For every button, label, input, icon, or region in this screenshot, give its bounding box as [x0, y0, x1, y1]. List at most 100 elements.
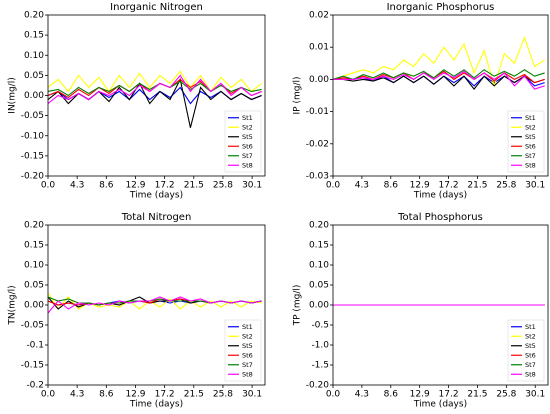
y-tick-label: 0.05: [309, 281, 329, 291]
series-line: [47, 70, 262, 93]
y-tick-label: -1.0: [311, 341, 329, 351]
y-tick-label: -0.15: [21, 361, 44, 371]
x-tick-label: 25.8: [496, 390, 516, 400]
legend-label: St2: [525, 123, 536, 131]
y-tick-label: 0.20: [24, 11, 44, 21]
x-tick-label: 21.5: [184, 181, 204, 191]
y-tick-label: -0.1: [26, 341, 44, 351]
legend-label: St1: [525, 323, 536, 331]
y-tick-label: 0.00: [309, 301, 329, 311]
y-tick-label: 0.10: [309, 261, 329, 271]
chart-title: Inorganic Nitrogen: [110, 2, 203, 13]
chart-title: Total Phosphorus: [397, 212, 483, 223]
x-tick-label: 0.0: [326, 390, 341, 400]
x-tick-label: 12.9: [125, 181, 145, 191]
y-tick-label: 0.00: [24, 91, 44, 101]
chart-title: Total Nitrogen: [121, 212, 192, 223]
x-tick-label: 25.8: [496, 181, 516, 191]
legend-label: St2: [242, 123, 253, 131]
y-tick-label: -0.20: [306, 381, 330, 391]
x-tick-label: 4.3: [355, 390, 369, 400]
series-line: [332, 35, 545, 88]
y-tick-label: 0.00: [309, 75, 329, 85]
y-tick-label: 0.00: [24, 301, 44, 311]
x-tick-label: 12.9: [410, 390, 430, 400]
legend-label: St2: [242, 332, 253, 340]
y-tick-label: 0.10: [24, 261, 44, 271]
y-tick-label: -0.05: [21, 111, 44, 121]
legend-label: St2: [525, 332, 536, 340]
y-tick-label: -0.05: [21, 321, 44, 331]
x-tick-label: 8.6: [99, 390, 114, 400]
legend-label: St1: [525, 114, 536, 122]
y-tick-label: 0.02: [309, 11, 329, 21]
x-tick-label: 21.5: [467, 390, 487, 400]
x-tick-label: 21.5: [184, 390, 204, 400]
legend-label: St7: [242, 361, 253, 369]
x-tick-label: 8.6: [384, 390, 399, 400]
legend-box: [224, 110, 262, 173]
x-tick-label: 17.2: [439, 181, 459, 191]
x-axis-label: Time (days): [413, 400, 467, 410]
legend-label: St5: [242, 133, 253, 141]
legend-label: St6: [525, 351, 536, 359]
y-tick-label: 0.15: [24, 241, 44, 251]
legend-label: St8: [525, 370, 536, 378]
y-tick-label: -0.5: [311, 321, 329, 331]
x-axis-label: Time (days): [413, 191, 467, 201]
x-tick-label: 30.1: [242, 390, 262, 400]
x-tick-label: 0.0: [326, 181, 341, 191]
chart-title: Inorganic Phosphorus: [387, 2, 495, 13]
legend-label: St6: [242, 142, 253, 150]
x-tick-label: 4.3: [70, 181, 84, 191]
legend-label: St7: [242, 152, 253, 160]
x-tick-label: 4.3: [70, 390, 84, 400]
y-tick-label: -0.02: [306, 139, 329, 149]
series-line: [47, 296, 262, 314]
x-tick-label: 0.0: [41, 181, 56, 191]
x-axis-label: Time (days): [129, 191, 183, 201]
legend-box: [507, 319, 545, 382]
x-tick-label: 12.9: [125, 390, 145, 400]
y-tick-label: 0.20: [309, 221, 329, 231]
plot-frame: [332, 14, 549, 177]
y-tick-label: -0.2: [26, 381, 44, 391]
y-tick-label: 0.20: [24, 221, 44, 231]
y-tick-label: -0.20: [21, 172, 45, 182]
x-tick-label: 0.0: [41, 390, 56, 400]
x-tick-label: 30.1: [525, 181, 545, 191]
series-line: [47, 74, 262, 104]
y-tick-label: 0.01: [309, 43, 329, 53]
y-tick-label: -0.01: [306, 107, 329, 117]
y-tick-label: 0.05: [24, 281, 44, 291]
series-line: [332, 69, 545, 80]
x-tick-label: 4.3: [355, 181, 369, 191]
legend-label: St8: [242, 161, 253, 169]
series-line: [47, 80, 262, 97]
legend-label: St5: [242, 342, 253, 350]
x-tick-label: 17.2: [155, 390, 175, 400]
y-axis-label: TN(mg/l): [8, 285, 18, 325]
x-tick-label: 8.6: [99, 181, 114, 191]
plot-frame: [332, 224, 549, 386]
y-axis-label: IP (mg/l): [293, 77, 303, 115]
legend-box: [224, 319, 262, 382]
x-tick-label: 8.6: [384, 181, 399, 191]
y-tick-label: -0.15: [21, 151, 44, 161]
y-tick-label: 0.05: [24, 71, 44, 81]
plot-frame: [47, 224, 266, 386]
x-tick-label: 21.5: [467, 181, 487, 191]
legend-label: St5: [525, 342, 536, 350]
legend-label: St7: [525, 152, 536, 160]
legend-label: St8: [242, 370, 253, 378]
x-tick-label: 30.1: [242, 181, 262, 191]
series-line: [47, 292, 262, 310]
y-axis-label: IN(mg/l): [8, 77, 18, 113]
y-tick-label: 0.15: [24, 31, 44, 41]
legend-box: [507, 110, 545, 173]
legend-label: St1: [242, 114, 253, 122]
legend-label: St1: [242, 323, 253, 331]
y-tick-label: -1.5: [311, 361, 329, 371]
x-tick-label: 12.9: [410, 181, 430, 191]
